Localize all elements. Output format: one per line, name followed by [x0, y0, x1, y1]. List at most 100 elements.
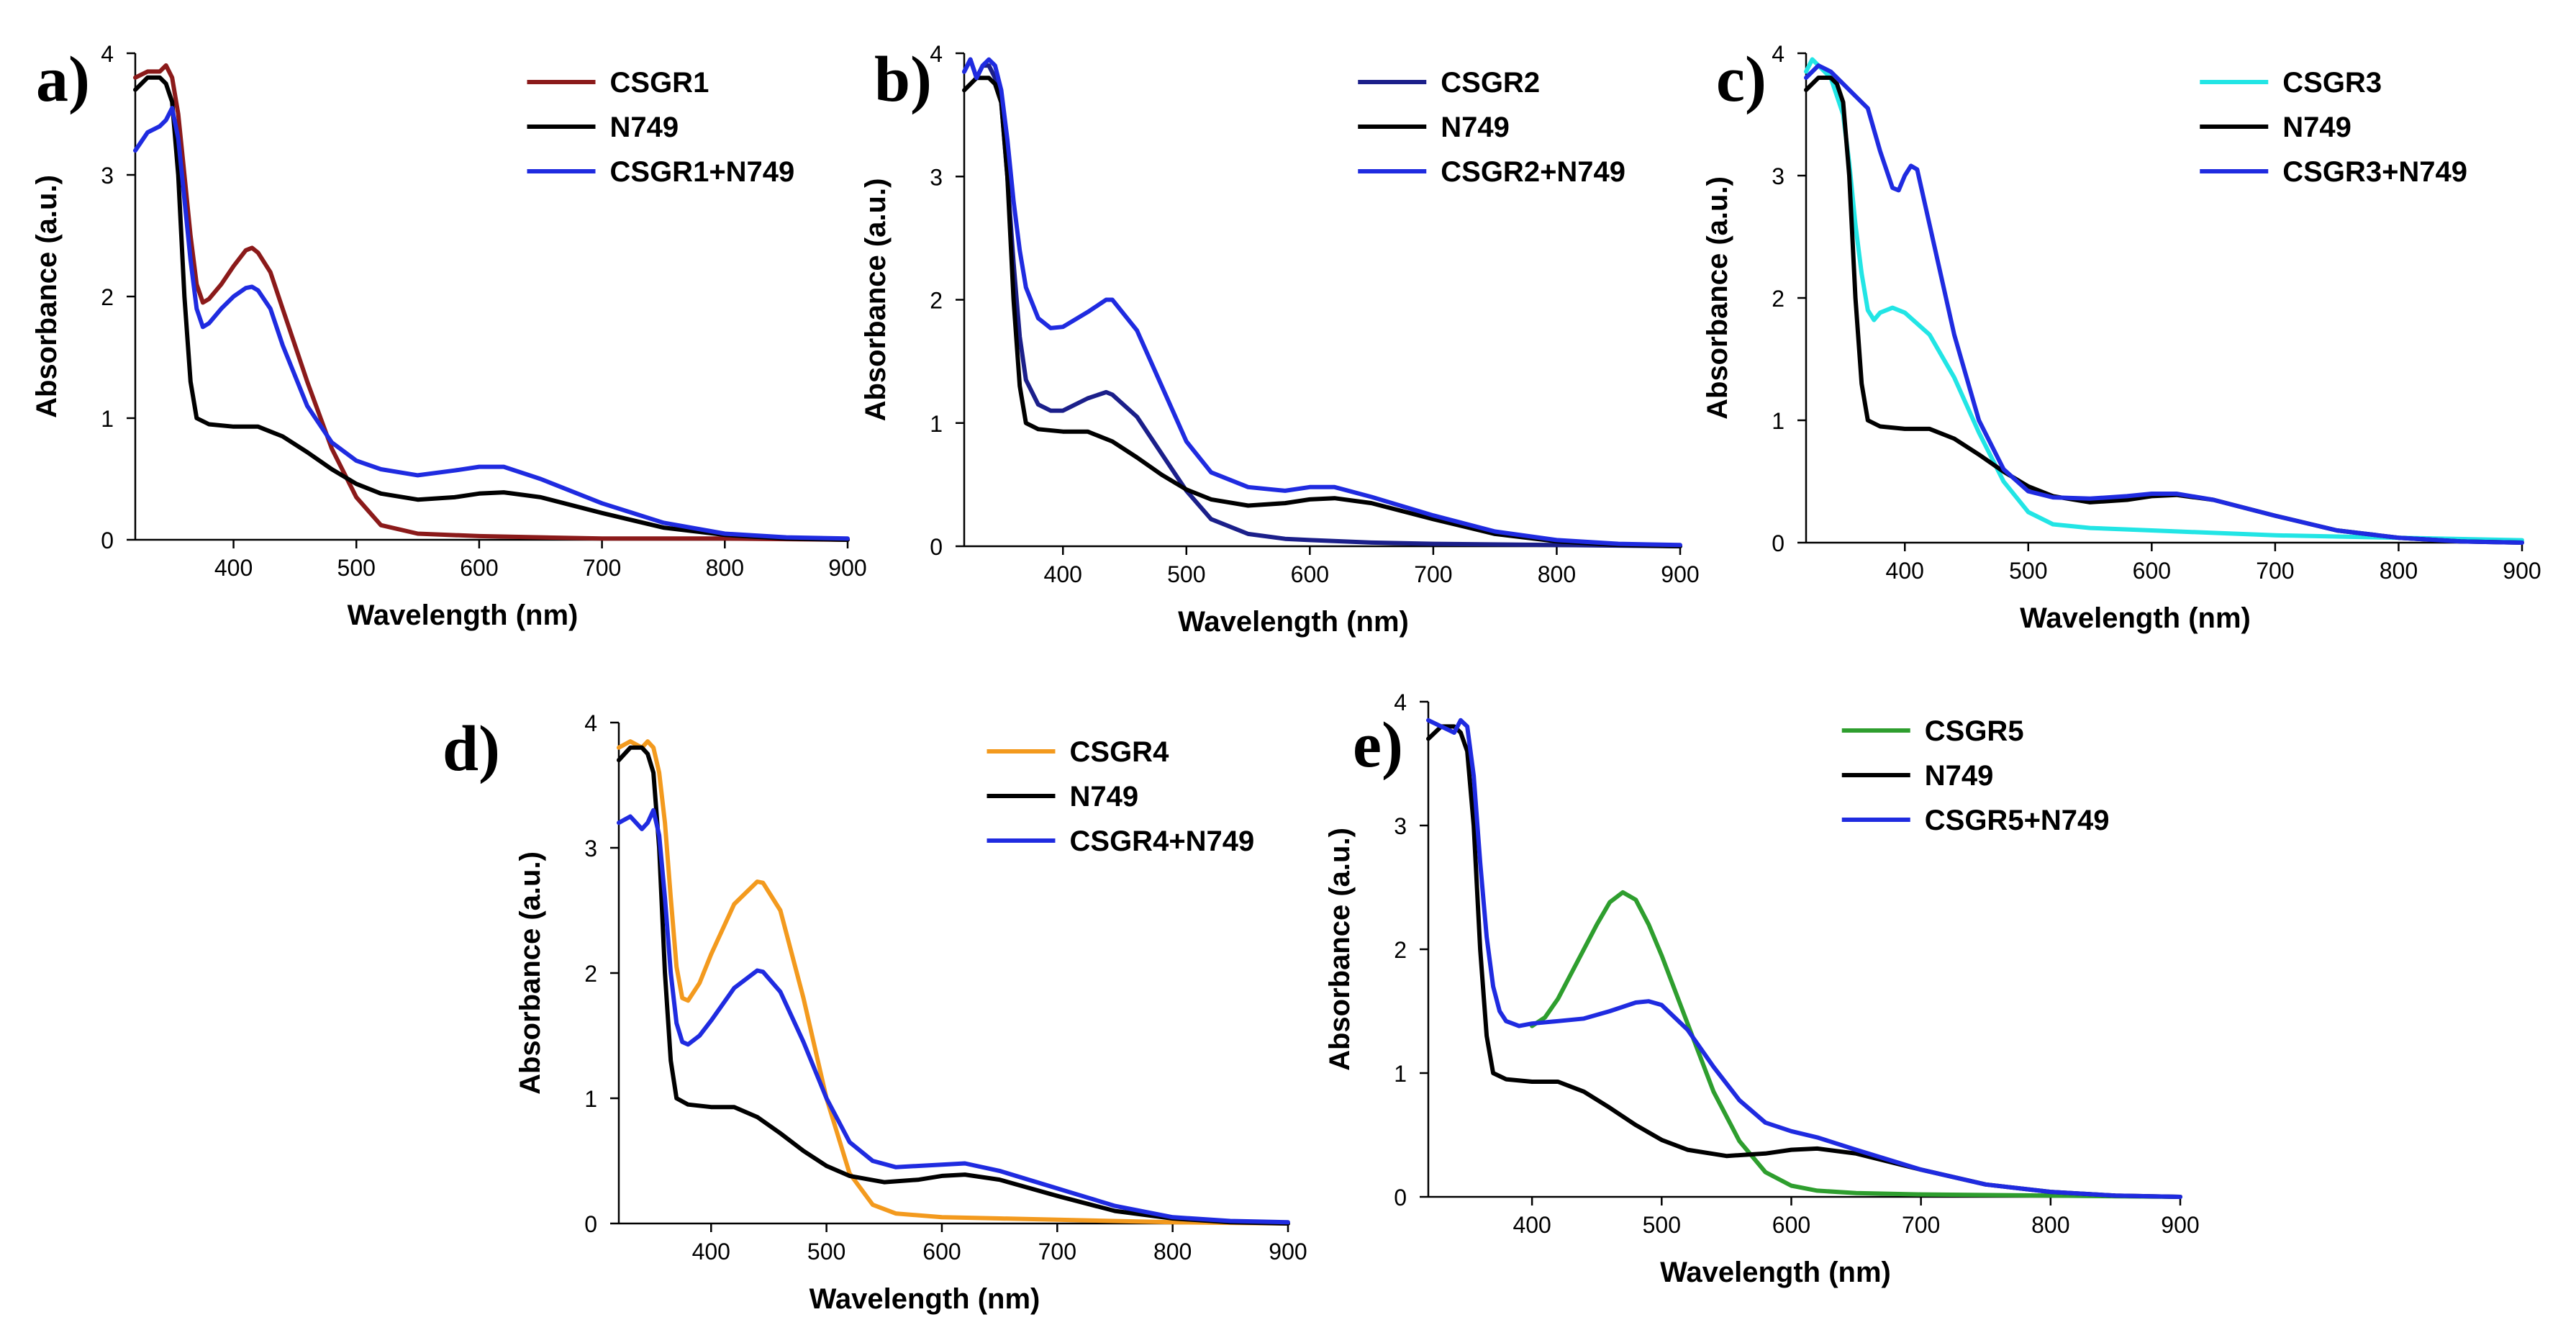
- x-tick-label: 400: [214, 555, 253, 581]
- x-tick-label: 700: [583, 555, 621, 581]
- x-tick-label: 500: [2009, 558, 2047, 584]
- legend-label: CSGR2: [1441, 67, 1540, 99]
- x-tick-label: 500: [1643, 1212, 1681, 1238]
- x-tick-label: 400: [1886, 558, 1924, 584]
- legend-label: N749: [1925, 760, 1994, 792]
- y-tick-label: 2: [101, 284, 114, 310]
- panel-3: d) 400 500 600 700 800 900 0 1 2 3 4 Wavelength (nm)…: [443, 710, 1307, 1315]
- panel-4: e) 400 500 600 700 800 900 0 1 2 3 4 Wavelength (nm)…: [1324, 689, 2200, 1288]
- x-axis-title: Wavelength (nm): [1178, 606, 1409, 638]
- y-tick-label: 4: [101, 41, 114, 67]
- y-axis-title: Absorbance (a.u.): [1324, 828, 1356, 1071]
- y-tick-label: 2: [930, 288, 943, 314]
- y-tick-label: 3: [1394, 813, 1407, 839]
- legend-label: CSGR4: [1070, 736, 1170, 768]
- x-axis-title: Wavelength (nm): [2020, 602, 2251, 634]
- y-tick-label: 4: [1772, 41, 1784, 67]
- x-tick-label: 900: [828, 555, 866, 581]
- series-line-csgr2-n749: [962, 57, 1682, 548]
- legend-label: N749: [1441, 112, 1510, 143]
- y-tick-label: 0: [930, 534, 943, 560]
- legend-label: N749: [2282, 112, 2351, 143]
- panel-letter: c): [1716, 44, 1767, 115]
- series-line-csgr1-n749: [133, 106, 850, 541]
- panel-letter: a): [36, 44, 90, 115]
- x-axis-title: Wavelength (nm): [348, 600, 579, 631]
- legend-label: CSGR2+N749: [1441, 156, 1625, 188]
- x-tick-label: 800: [2031, 1212, 2069, 1238]
- legend-label: CSGR5: [1925, 715, 2024, 747]
- x-tick-label: 700: [2256, 558, 2294, 584]
- y-tick-label: 1: [584, 1086, 597, 1112]
- y-axis-title: Absorbance (a.u.): [31, 175, 63, 418]
- legend-label: CSGR4+N749: [1070, 825, 1255, 857]
- x-tick-label: 400: [1513, 1212, 1551, 1238]
- y-axis-title: Absorbance (a.u.): [860, 178, 892, 422]
- y-tick-label: 0: [1772, 530, 1784, 556]
- y-tick-label: 0: [101, 528, 114, 553]
- x-tick-label: 700: [1902, 1212, 1940, 1238]
- y-tick-label: 4: [930, 41, 943, 67]
- x-tick-label: 900: [1661, 561, 1699, 587]
- x-tick-label: 900: [2161, 1212, 2199, 1238]
- x-tick-label: 400: [1044, 561, 1082, 587]
- series-line-n749: [617, 745, 1290, 1226]
- x-tick-label: 500: [1167, 561, 1205, 587]
- series-line-csgr4-n749: [617, 808, 1290, 1225]
- panel-letter: b): [874, 44, 932, 115]
- panel-2: c) 400 500 600 700 800 900 0 1 2 3 4 Wavelength (nm)…: [1702, 41, 2541, 634]
- y-tick-label: 1: [1394, 1061, 1407, 1087]
- y-tick-label: 3: [584, 836, 597, 861]
- x-tick-label: 900: [2503, 558, 2541, 584]
- legend-label: N749: [610, 112, 679, 143]
- series-line-n749: [133, 75, 850, 542]
- x-tick-label: 700: [1038, 1239, 1076, 1265]
- x-tick-label: 500: [337, 555, 376, 581]
- y-tick-label: 4: [1394, 689, 1407, 715]
- x-tick-label: 800: [1538, 561, 1576, 587]
- y-tick-label: 0: [1394, 1185, 1407, 1211]
- legend-label: N749: [1070, 781, 1139, 813]
- y-tick-label: 2: [584, 961, 597, 987]
- panel-letter: e): [1353, 710, 1403, 781]
- legend-label: CSGR1: [610, 67, 709, 99]
- y-tick-label: 4: [584, 710, 597, 736]
- x-tick-label: 600: [460, 555, 498, 581]
- series-line-n749: [962, 76, 1682, 548]
- x-tick-label: 900: [1269, 1239, 1307, 1265]
- y-tick-label: 1: [101, 406, 114, 432]
- y-tick-label: 3: [930, 164, 943, 190]
- x-tick-label: 600: [1291, 561, 1329, 587]
- y-tick-label: 2: [1394, 937, 1407, 963]
- x-tick-label: 400: [692, 1239, 730, 1265]
- x-tick-label: 800: [706, 555, 744, 581]
- y-tick-label: 1: [1772, 408, 1784, 434]
- series-line-csgr5-n749: [1426, 718, 2182, 1199]
- legend-label: CSGR3: [2282, 67, 2382, 99]
- panel-0: a) 400 500 600 700 800 900 0 1 2 3 4 Wavelength (nm)…: [31, 41, 867, 631]
- series-line-n749: [1804, 76, 2524, 545]
- y-tick-label: 2: [1772, 286, 1784, 312]
- x-tick-label: 800: [2380, 558, 2418, 584]
- y-axis-title: Absorbance (a.u.): [514, 851, 546, 1095]
- series-line-csgr5: [1530, 890, 2182, 1199]
- x-tick-label: 800: [1153, 1239, 1192, 1265]
- x-tick-label: 600: [922, 1239, 961, 1265]
- x-axis-title: Wavelength (nm): [1660, 1257, 1891, 1288]
- x-tick-label: 500: [807, 1239, 845, 1265]
- series-line-csgr4: [617, 739, 1290, 1226]
- legend-label: CSGR1+N749: [610, 156, 795, 188]
- x-axis-title: Wavelength (nm): [809, 1283, 1040, 1315]
- y-tick-label: 0: [584, 1211, 597, 1237]
- series-line-n749: [1426, 724, 2182, 1199]
- y-tick-label: 1: [930, 411, 943, 437]
- y-tick-label: 3: [1772, 163, 1784, 189]
- x-tick-label: 700: [1414, 561, 1452, 587]
- x-tick-label: 600: [2133, 558, 2171, 584]
- panel-1: b) 400 500 600 700 800 900 0 1 2 3 4 Wavelength (nm)…: [860, 41, 1700, 638]
- panel-letter: d): [443, 713, 500, 784]
- legend-label: CSGR3+N749: [2282, 156, 2467, 188]
- series-line-csgr3-n749: [1804, 63, 2524, 545]
- legend-label: CSGR5+N749: [1925, 805, 2110, 836]
